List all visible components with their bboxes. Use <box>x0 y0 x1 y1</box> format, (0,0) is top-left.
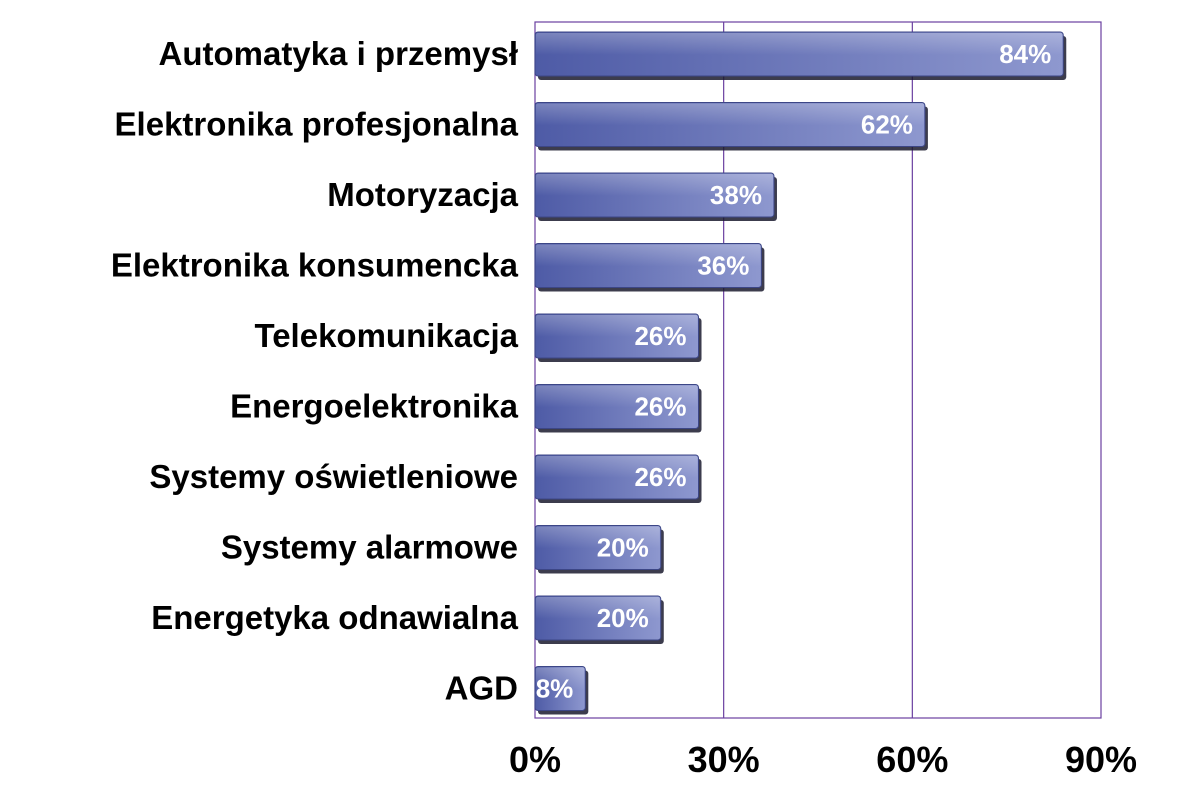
data-label: 38% <box>710 180 762 210</box>
data-label: 26% <box>634 462 686 492</box>
data-label: 8% <box>536 674 574 704</box>
category-label: Elektronika konsumencka <box>111 247 519 284</box>
plot-frame <box>534 21 1102 719</box>
bar-highlight <box>536 174 773 196</box>
x-tick-label: 0% <box>509 739 561 780</box>
bar-highlight <box>536 244 761 267</box>
category-label: Telekomunikacja <box>254 317 518 354</box>
category-label: Systemy alarmowe <box>221 529 518 566</box>
x-tick-label: 90% <box>1065 739 1137 780</box>
category-label: Motoryzacja <box>327 176 518 213</box>
data-label: 20% <box>597 533 649 563</box>
bar-highlight <box>536 667 585 690</box>
category-label: Energoelektronika <box>230 388 519 425</box>
bar-highlight <box>536 385 698 408</box>
bar-highlight <box>536 315 698 337</box>
data-label: 26% <box>634 321 686 351</box>
category-labels: Automatyka i przemysł Elektronika profesj… <box>111 35 519 707</box>
data-label: 26% <box>634 392 686 422</box>
x-axis-tick-labels: 0% 30% 60% 90% <box>509 739 1137 780</box>
data-label: 62% <box>861 110 913 140</box>
bars-layer: 84% 62% 38% 36% 26% 26% 26% 20% 20% 8% <box>534 31 1067 715</box>
data-label: 84% <box>999 39 1051 69</box>
bar-highlight <box>536 526 660 549</box>
category-label: Automatyka i przemysł <box>159 35 518 72</box>
bar-highlight <box>536 456 698 478</box>
x-tick-label: 30% <box>688 739 760 780</box>
bar-highlight <box>536 597 660 619</box>
category-label: Elektronika profesjonalna <box>115 106 519 143</box>
data-label: 36% <box>697 251 749 281</box>
category-label: Energetyka odnawialna <box>151 599 518 636</box>
bar-highlight <box>536 103 924 126</box>
data-label: 20% <box>597 603 649 633</box>
category-label: AGD <box>445 670 518 707</box>
category-label: Systemy oświetleniowe <box>149 458 518 495</box>
x-tick-label: 60% <box>876 739 948 780</box>
bar-highlight <box>536 33 1063 55</box>
